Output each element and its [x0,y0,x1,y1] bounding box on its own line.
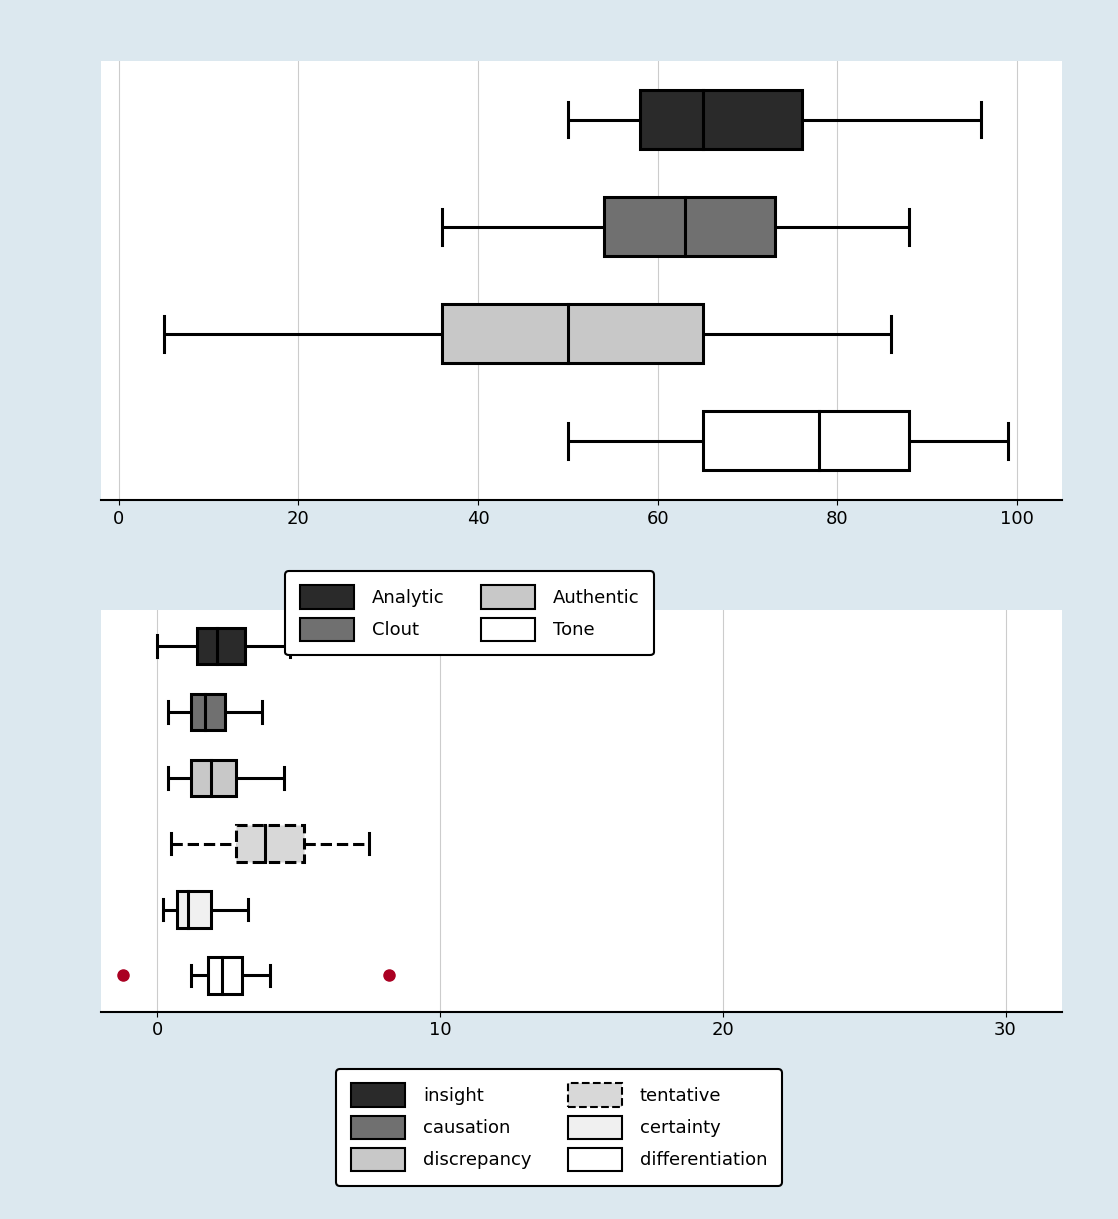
Legend: insight, causation, discrepancy, tentative, certainty, differentiation: insight, causation, discrepancy, tentati… [337,1069,781,1186]
Bar [208,957,241,993]
Legend: Analytic, Clout, Authentic, Tone: Analytic, Clout, Authentic, Tone [285,570,654,656]
Bar [191,759,236,796]
Bar [639,90,802,149]
Bar [177,891,211,928]
Bar [604,197,775,256]
Bar [191,694,225,730]
Bar [703,412,909,471]
Bar [197,628,245,664]
Bar [236,825,304,862]
Bar [442,305,703,363]
